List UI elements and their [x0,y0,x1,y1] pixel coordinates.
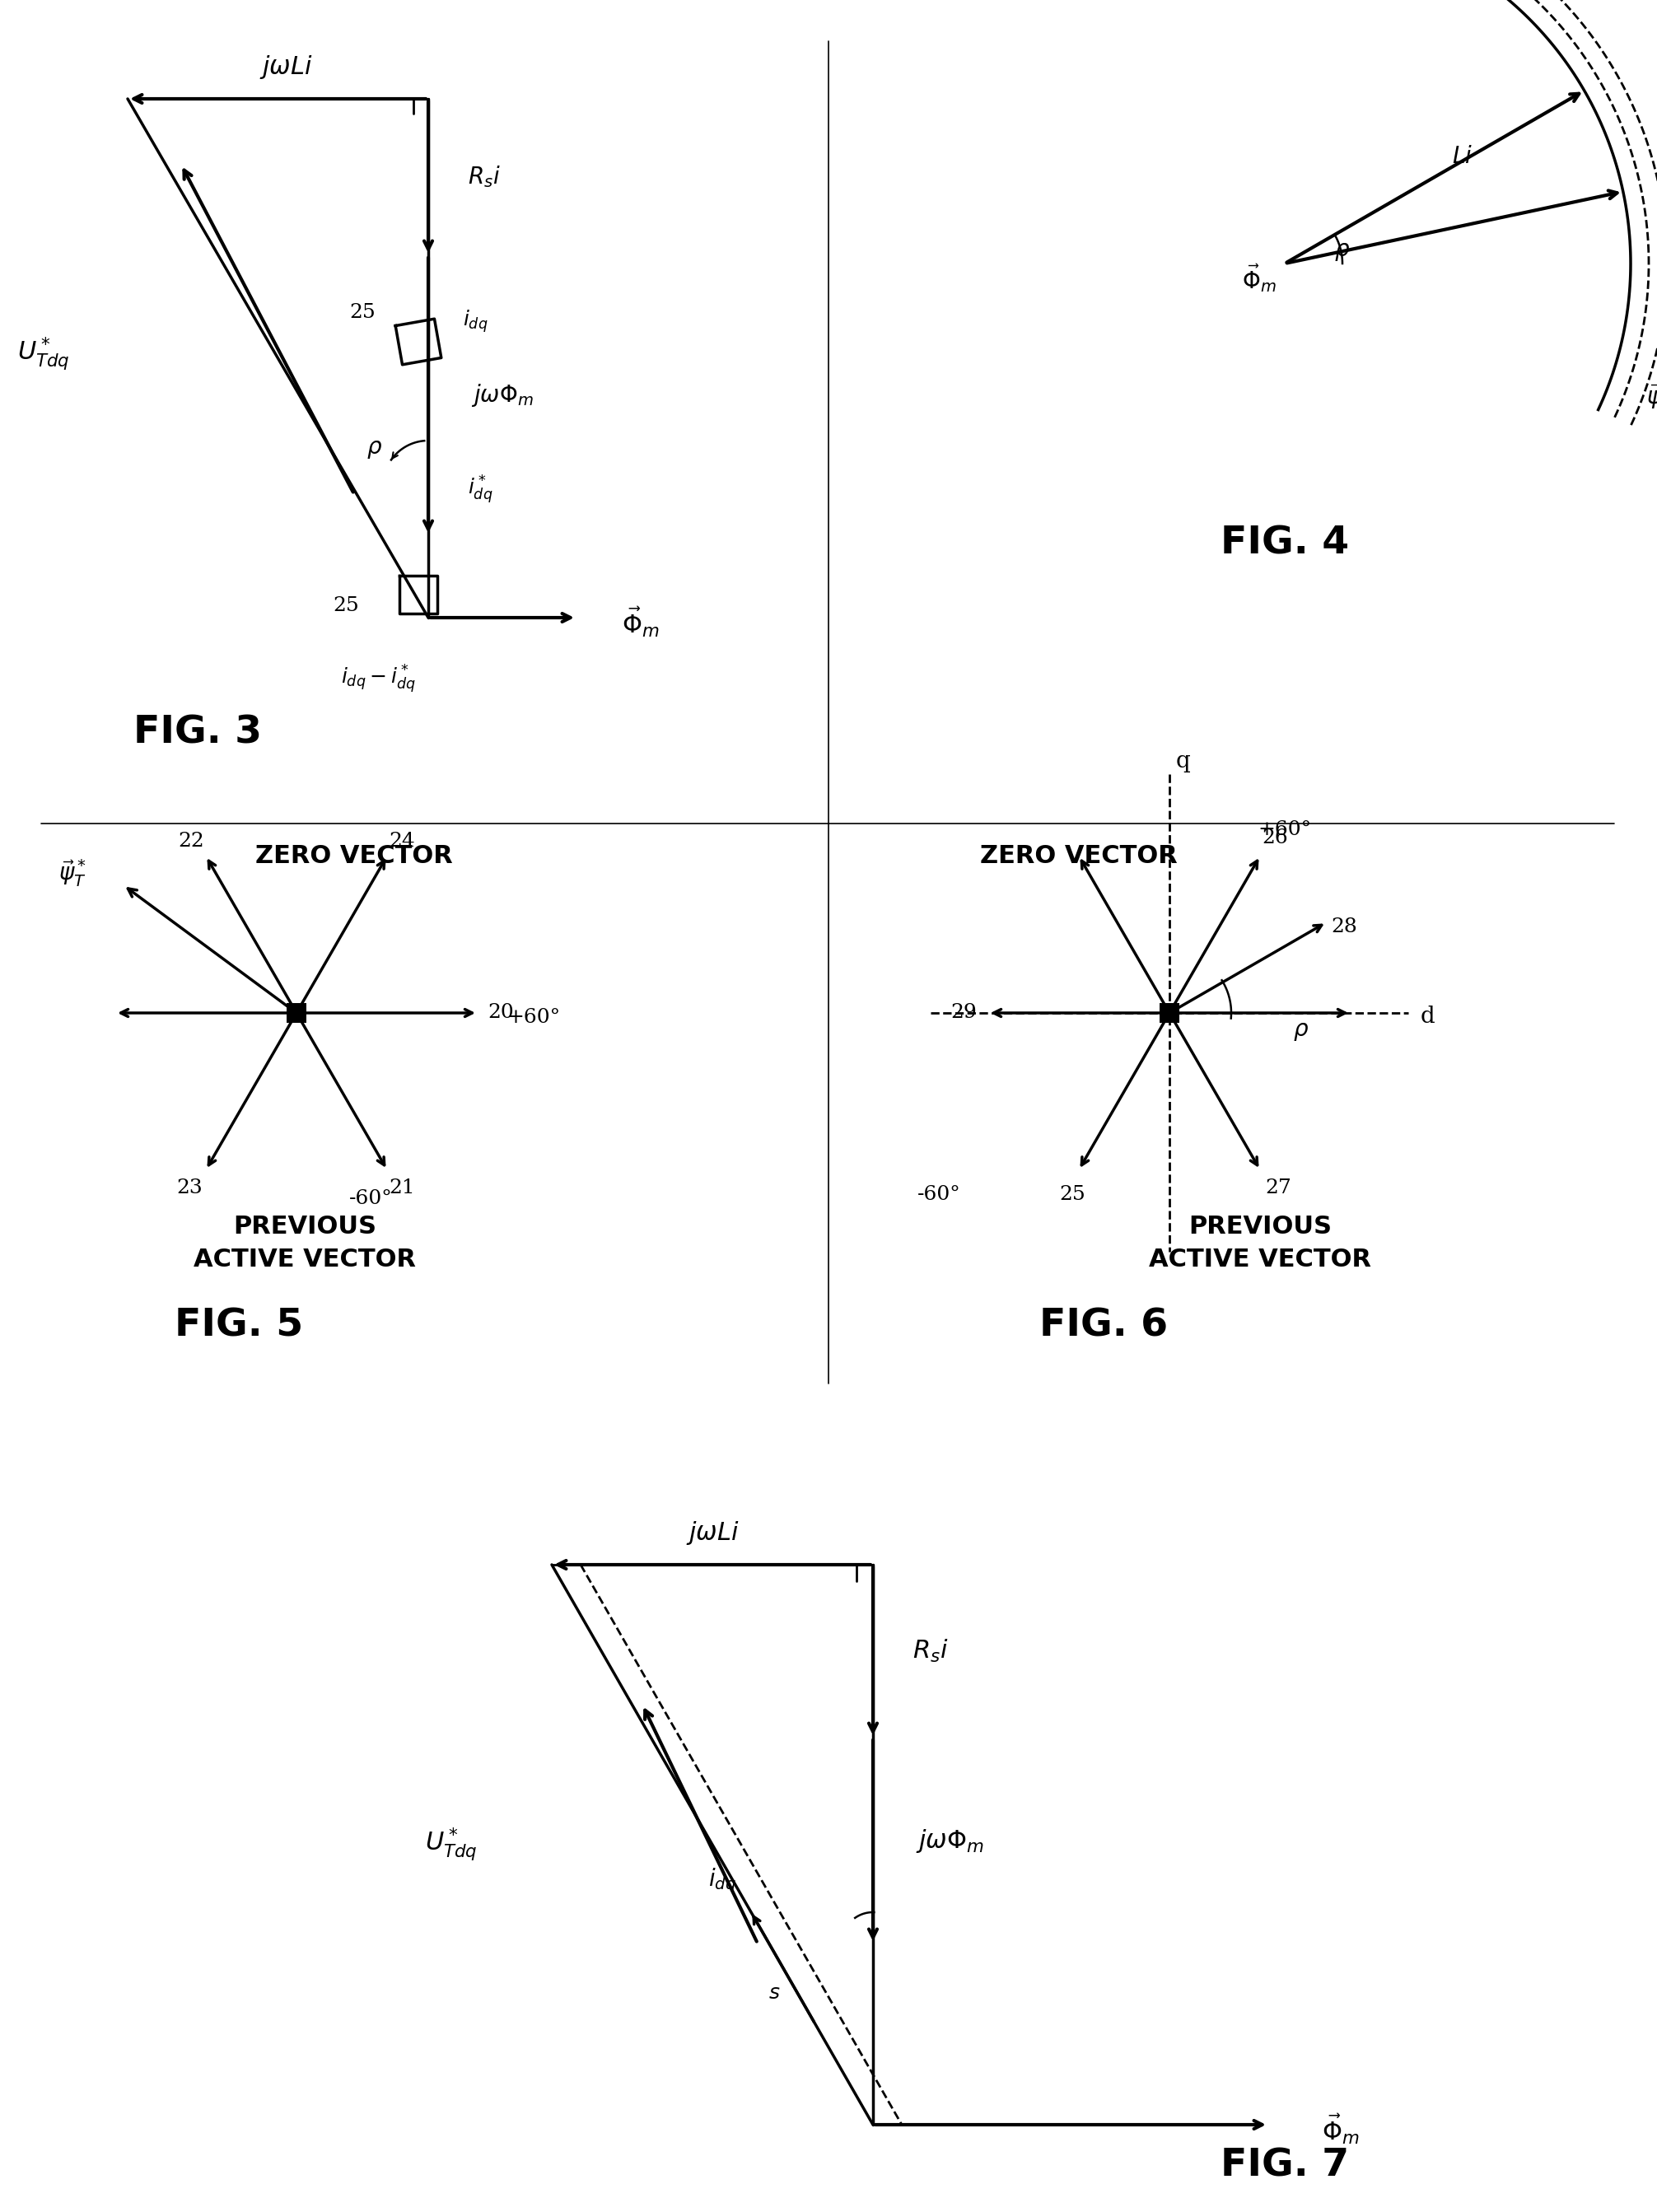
Text: FIG. 6: FIG. 6 [1039,1307,1168,1345]
Text: ZERO VECTOR: ZERO VECTOR [255,845,452,869]
Text: $\vec{\psi}_{\alpha\beta}$: $\vec{\psi}_{\alpha\beta}$ [1647,380,1657,411]
Text: 24: 24 [389,832,414,852]
Text: 25: 25 [350,303,376,323]
Text: $\rho$: $\rho$ [1292,1020,1309,1042]
Text: FIG. 5: FIG. 5 [174,1307,303,1345]
Polygon shape [1160,1002,1180,1022]
Text: PREVIOUS: PREVIOUS [234,1214,376,1239]
Text: $j\omega \Phi_m$: $j\omega \Phi_m$ [916,1827,984,1854]
Text: $R_s i$: $R_s i$ [467,164,500,190]
Text: -60°: -60° [350,1190,393,1208]
Text: $U^*_{Tdq}$: $U^*_{Tdq}$ [18,336,70,372]
Text: $i_{dq} - i^*_{dq}$: $i_{dq} - i^*_{dq}$ [341,664,416,695]
Text: +60°: +60° [1258,821,1312,838]
Text: FIG. 4: FIG. 4 [1221,524,1349,562]
Text: 29: 29 [951,1004,976,1022]
Text: PREVIOUS: PREVIOUS [1188,1214,1332,1239]
Text: 27: 27 [1264,1179,1291,1197]
Text: $j\omega Li$: $j\omega Li$ [258,53,313,82]
Text: $i^*_{dq}$: $i^*_{dq}$ [467,473,492,507]
Text: $\vec{\Phi}_m$: $\vec{\Phi}_m$ [1243,263,1276,294]
Text: 26: 26 [1261,830,1287,847]
Text: ACTIVE VECTOR: ACTIVE VECTOR [1148,1248,1372,1272]
Text: $U^*_{Tdq}$: $U^*_{Tdq}$ [426,1827,477,1863]
Text: $R_s i$: $R_s i$ [913,1637,948,1663]
Text: $i_{dq}$: $i_{dq}$ [462,307,487,334]
Text: $\rho$: $\rho$ [1334,239,1350,263]
Text: 25: 25 [1059,1186,1085,1203]
Polygon shape [287,1002,307,1022]
Text: -60°: -60° [916,1186,961,1203]
Text: 25: 25 [333,595,360,615]
Text: $\vec{\psi}^*_T$: $\vec{\psi}^*_T$ [58,858,86,889]
Text: $j\omega Li$: $j\omega Li$ [686,1520,739,1546]
Text: q: q [1176,750,1191,772]
Text: 20: 20 [487,1004,514,1022]
Text: ZERO VECTOR: ZERO VECTOR [981,845,1178,869]
Text: 22: 22 [177,832,204,852]
Text: FIG. 3: FIG. 3 [134,714,262,752]
Text: $Li$: $Li$ [1452,146,1473,168]
Text: $\vec{\Phi}_m$: $\vec{\Phi}_m$ [621,604,659,639]
Text: 23: 23 [176,1179,202,1197]
Text: $i_{dq}$: $i_{dq}$ [708,1867,736,1896]
Text: +60°: +60° [507,1009,560,1026]
Text: FIG. 7: FIG. 7 [1221,2148,1349,2185]
Text: d: d [1420,1006,1435,1029]
Text: ACTIVE VECTOR: ACTIVE VECTOR [194,1248,416,1272]
Text: 21: 21 [389,1179,414,1197]
Text: $\vec{\Phi}_m$: $\vec{\Phi}_m$ [1322,2112,1359,2146]
Text: 28: 28 [1332,918,1357,936]
Text: $j\omega \Phi_m$: $j\omega \Phi_m$ [471,383,534,409]
Text: $s$: $s$ [769,1984,780,2002]
Text: $\rho$: $\rho$ [366,438,383,460]
